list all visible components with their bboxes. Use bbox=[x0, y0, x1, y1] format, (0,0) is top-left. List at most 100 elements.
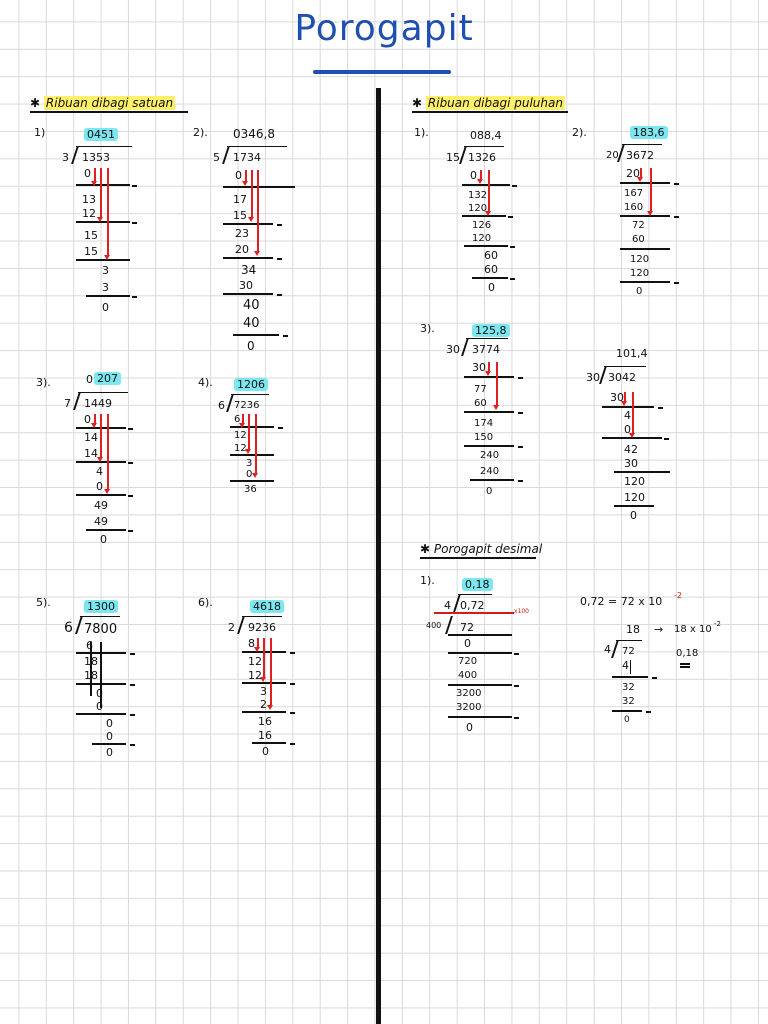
problem-puluhan-2: 2). 183,6 20 3672 20 167 160 72 60 120 1… bbox=[572, 122, 762, 322]
step: 120 bbox=[624, 491, 645, 504]
section-label: Ribuan dibagi puluhan bbox=[425, 96, 565, 110]
step-line bbox=[464, 376, 514, 378]
step-line bbox=[76, 221, 130, 223]
section-ribuan-puluhan: ✱ Ribuan dibagi puluhan bbox=[412, 96, 565, 110]
bring-down-arrow bbox=[104, 414, 110, 494]
dash bbox=[674, 216, 679, 218]
underline bbox=[680, 663, 690, 665]
equation: 0,72 = 72 x 10 bbox=[580, 595, 663, 608]
step-line bbox=[462, 215, 506, 217]
bring-down-arrow bbox=[621, 392, 627, 406]
step: 30 bbox=[624, 457, 638, 470]
bring-down-arrow bbox=[477, 170, 483, 184]
dividend: 7800 bbox=[84, 622, 118, 637]
problem-3: 3). 0 207 7 1449 0 14 14 4 0 49 49 0 bbox=[36, 370, 226, 570]
step-line bbox=[464, 245, 508, 247]
equation-exponent: -2 bbox=[674, 591, 682, 600]
step: 240 bbox=[480, 466, 500, 477]
divisor: 3 bbox=[62, 151, 69, 164]
step: 0 bbox=[96, 701, 103, 713]
step-line bbox=[230, 426, 274, 428]
step-line bbox=[472, 277, 508, 279]
step: 20 bbox=[626, 167, 640, 180]
step: 0 bbox=[466, 721, 473, 734]
step-line bbox=[464, 411, 514, 413]
star-icon: ✱ bbox=[420, 542, 431, 556]
step: 6 bbox=[234, 414, 241, 425]
dash bbox=[132, 296, 137, 298]
dash bbox=[130, 714, 135, 716]
step: 12 bbox=[248, 655, 262, 668]
dividend: 3042 bbox=[608, 371, 636, 384]
division-bracket bbox=[73, 392, 81, 410]
bring-down-line bbox=[90, 642, 92, 696]
step: 77 bbox=[474, 384, 487, 395]
dividend: 3774 bbox=[472, 343, 500, 356]
step-line bbox=[223, 257, 273, 259]
result-expression: 18 x 10 bbox=[674, 624, 712, 635]
step-line bbox=[223, 293, 273, 295]
bring-down-arrow bbox=[260, 638, 266, 682]
step-line bbox=[620, 215, 670, 217]
dash bbox=[652, 677, 657, 679]
dividend: 1734 bbox=[233, 151, 261, 164]
step: 30 bbox=[610, 391, 624, 404]
step-line bbox=[86, 295, 130, 297]
step: 160 bbox=[624, 202, 644, 213]
problem-6: 6). 4618 2 9236 8 12 12 3 2 16 16 0 bbox=[198, 592, 388, 792]
step: 14 bbox=[84, 431, 98, 444]
division-bar bbox=[458, 594, 492, 595]
step: 4 bbox=[622, 659, 629, 672]
dash bbox=[508, 216, 513, 218]
step: 3200 bbox=[456, 702, 482, 713]
quotient-lead: 0 bbox=[86, 373, 93, 386]
bring-down-arrow bbox=[485, 170, 491, 216]
bring-down-arrow bbox=[252, 414, 258, 478]
bring-down-arrow bbox=[493, 362, 499, 410]
quotient: 207 bbox=[94, 372, 121, 385]
division-bar bbox=[616, 640, 642, 641]
step: 6 bbox=[86, 640, 93, 652]
step-line bbox=[76, 184, 130, 186]
step-line bbox=[620, 182, 670, 184]
dash bbox=[512, 185, 517, 187]
step: 120 bbox=[630, 268, 650, 279]
divisor: 5 bbox=[213, 151, 220, 164]
step-line bbox=[223, 186, 295, 188]
step-line bbox=[242, 682, 286, 684]
step: 60 bbox=[484, 249, 498, 262]
quotient: 4618 bbox=[250, 600, 284, 613]
dash bbox=[518, 377, 523, 379]
step-line bbox=[614, 471, 670, 473]
bring-down-line bbox=[100, 642, 102, 708]
problem-puluhan-4: 101,4 30 3042 30 4 0 42 30 120 120 0 bbox=[580, 344, 768, 544]
step: 17 bbox=[233, 193, 247, 206]
problem-label: 3). bbox=[36, 376, 51, 389]
step: 0 bbox=[470, 169, 477, 182]
step-line bbox=[76, 494, 126, 496]
section-label: Porogapit desimal bbox=[433, 542, 543, 556]
problem-2: 2). 0346,8 5 1734 0 17 15 23 20 34 30 40… bbox=[193, 122, 383, 352]
step: 3 bbox=[246, 458, 253, 469]
step: 0 bbox=[102, 301, 109, 314]
step: 30 bbox=[472, 361, 486, 374]
problem-desimal-2: 0,72 = 72 x 10 -2 18 → 18 x 10 -2 0,18 4… bbox=[578, 590, 758, 790]
page-title: Porogapit bbox=[294, 8, 474, 49]
scaled-divisor: 400 bbox=[426, 621, 442, 630]
step: 3 bbox=[260, 685, 267, 698]
bring-down-line bbox=[630, 660, 632, 674]
step-line bbox=[602, 406, 654, 408]
dash bbox=[518, 412, 523, 414]
dividend: 1326 bbox=[468, 151, 496, 164]
section-label: Ribuan dibagi satuan bbox=[43, 96, 176, 110]
step: 49 bbox=[94, 515, 108, 528]
divisor: 4 bbox=[604, 643, 611, 656]
step: 150 bbox=[474, 432, 494, 443]
step: 40 bbox=[243, 316, 260, 331]
bring-down-arrow bbox=[637, 168, 643, 182]
problem-label: 4). bbox=[198, 376, 213, 389]
dividend: 1353 bbox=[82, 151, 110, 164]
step: 0 bbox=[235, 169, 242, 182]
step: 120 bbox=[472, 233, 492, 244]
step-line bbox=[76, 713, 126, 715]
